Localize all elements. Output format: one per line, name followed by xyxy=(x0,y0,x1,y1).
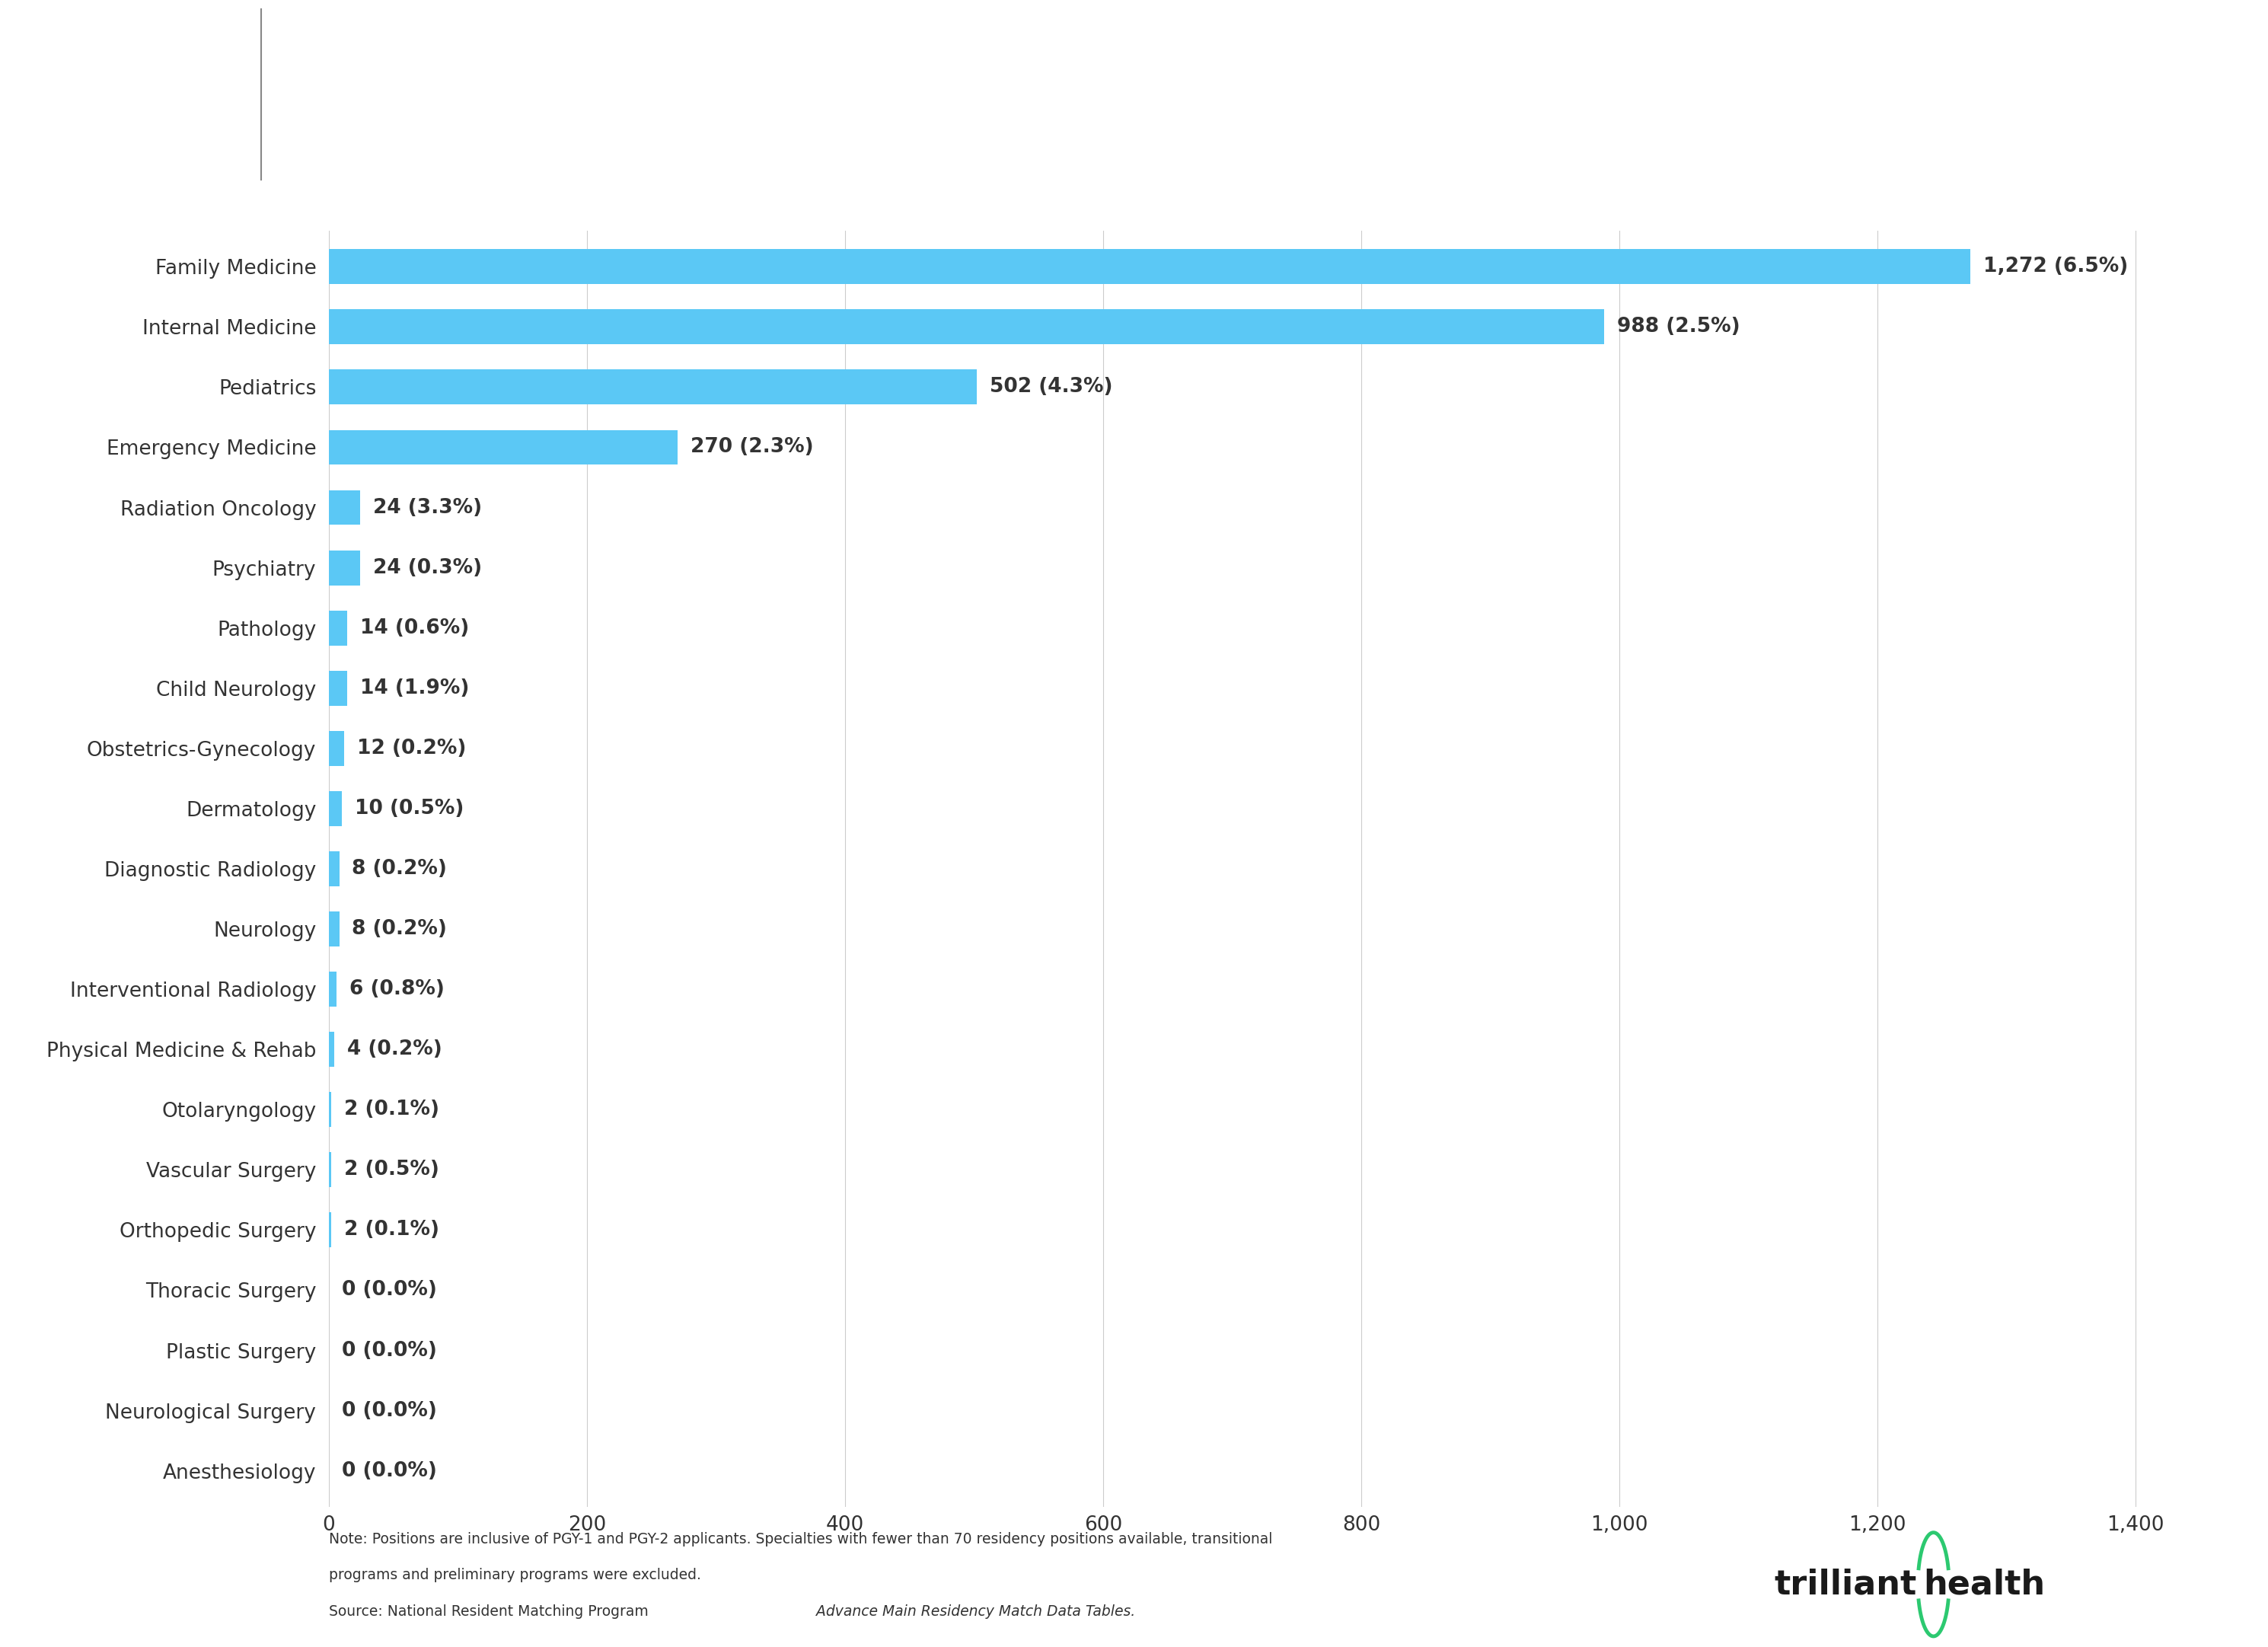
Text: 24 (0.3%): 24 (0.3%) xyxy=(372,558,481,578)
Text: Note: Positions are inclusive of PGY-1 and PGY-2 applicants. Specialties with fe: Note: Positions are inclusive of PGY-1 a… xyxy=(329,1532,1272,1547)
Bar xyxy=(329,1153,331,1187)
Bar xyxy=(329,249,1971,285)
Bar xyxy=(329,491,361,525)
Bar xyxy=(329,611,347,646)
Text: 8 (0.2%): 8 (0.2%) xyxy=(352,858,447,879)
Text: 10 (0.5%): 10 (0.5%) xyxy=(354,799,465,819)
Text: 2 (0.5%): 2 (0.5%) xyxy=(345,1159,440,1179)
Text: Advance Main Residency Match Data Tables.: Advance Main Residency Match Data Tables… xyxy=(816,1604,1136,1619)
Text: 270 (2.3%): 270 (2.3%) xyxy=(689,438,814,458)
Text: health: health xyxy=(1923,1568,2046,1601)
Text: 24 (3.3%): 24 (3.3%) xyxy=(372,497,481,517)
Bar xyxy=(329,791,342,827)
Bar xyxy=(329,972,336,1006)
Bar xyxy=(329,550,361,585)
Bar xyxy=(329,670,347,705)
Text: 12 (0.2%): 12 (0.2%) xyxy=(358,738,467,758)
Bar xyxy=(329,430,678,464)
Text: 988 (2.5%): 988 (2.5%) xyxy=(1617,316,1740,338)
Bar xyxy=(329,911,340,947)
Bar xyxy=(329,1212,331,1247)
Text: trilliant: trilliant xyxy=(1774,1568,1916,1601)
Text: FIGURE 1.: FIGURE 1. xyxy=(50,82,204,107)
Text: 0 (0.0%): 0 (0.0%) xyxy=(342,1400,438,1421)
Bar xyxy=(329,1033,333,1067)
Text: Source: National Resident Matching Program: Source: National Resident Matching Progr… xyxy=(329,1604,653,1619)
Text: programs and preliminary programs were excluded.: programs and preliminary programs were e… xyxy=(329,1568,701,1583)
Text: 0 (0.0%): 0 (0.0%) xyxy=(342,1280,438,1299)
Text: 6 (0.8%): 6 (0.8%) xyxy=(349,980,445,1000)
Text: 1,272 (6.5%): 1,272 (6.5%) xyxy=(1982,257,2127,277)
Text: BY SPECIALTY, 2024: BY SPECIALTY, 2024 xyxy=(284,124,562,148)
Text: 0 (0.0%): 0 (0.0%) xyxy=(342,1461,438,1481)
Text: 2 (0.1%): 2 (0.1%) xyxy=(345,1220,440,1240)
Bar xyxy=(329,369,978,405)
Bar xyxy=(329,731,345,766)
Text: 14 (1.9%): 14 (1.9%) xyxy=(361,679,469,698)
Bar xyxy=(329,851,340,886)
Text: 0 (0.0%): 0 (0.0%) xyxy=(342,1341,438,1360)
Text: 4 (0.2%): 4 (0.2%) xyxy=(347,1039,442,1059)
Text: 2 (0.1%): 2 (0.1%) xyxy=(345,1100,440,1120)
Text: 8 (0.2%): 8 (0.2%) xyxy=(352,919,447,939)
Text: 502 (4.3%): 502 (4.3%) xyxy=(989,377,1114,397)
Text: 14 (0.6%): 14 (0.6%) xyxy=(361,618,469,637)
Text: NUMBER AND PERCENT OF UNFILLED MD/DO RESIDENCY POSITIONS: NUMBER AND PERCENT OF UNFILLED MD/DO RES… xyxy=(284,44,1256,69)
Bar xyxy=(329,310,1603,344)
Bar xyxy=(329,1092,331,1127)
